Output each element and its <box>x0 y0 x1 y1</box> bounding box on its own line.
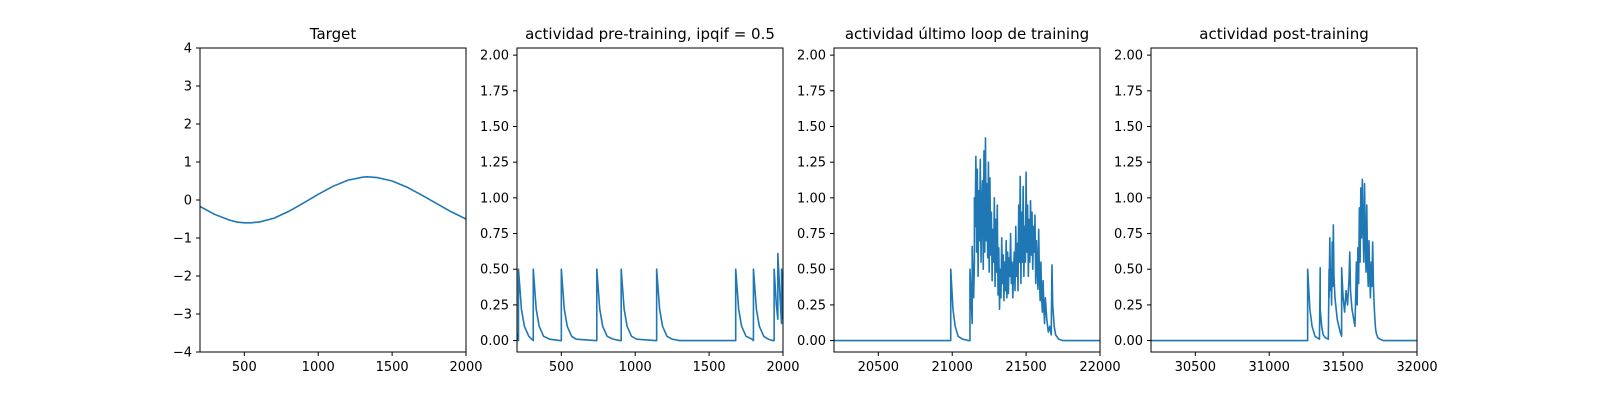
y-tick-label: 0.00 <box>797 334 826 349</box>
y-tick-label: 0.00 <box>480 334 509 349</box>
y-tick-label: 1.25 <box>797 156 826 171</box>
y-tick-label: −3 <box>173 308 192 323</box>
x-tick-label: 20500 <box>858 360 899 375</box>
y-tick-label: 1.00 <box>797 191 826 206</box>
y-tick-label: 0.25 <box>797 298 826 313</box>
y-tick-label: 0.50 <box>797 263 826 278</box>
y-tick-label: 1.50 <box>797 120 826 135</box>
chart-panel-4: 30500 31000 31500 32000 0.00 0.25 0.50 0.75 1.00… <box>1114 25 1438 375</box>
plot-frame <box>1150 47 1418 353</box>
chart-panel-1: 500 1000 1500 2000 −4 −3 −2 −1 0 1 2 3 4 Target <box>173 25 483 375</box>
chart-title: actividad último loop de training <box>845 25 1089 43</box>
y-tick-label: 0.00 <box>1114 334 1143 349</box>
x-tick-label: 1000 <box>302 360 335 375</box>
x-tick-label: 1500 <box>376 360 409 375</box>
y-tick-label: 0.25 <box>1114 298 1143 313</box>
y-tick-label: 0.75 <box>480 227 509 242</box>
x-tick-label: 32000 <box>1396 360 1437 375</box>
y-tick-label: 1.25 <box>1114 156 1143 171</box>
y-tick-label: 2.00 <box>1114 49 1143 64</box>
y-tick-label: 1 <box>184 156 192 171</box>
x-tick-label: 21500 <box>1005 360 1046 375</box>
x-tick-label: 30500 <box>1175 360 1216 375</box>
y-tick-label: 1.75 <box>1114 84 1143 99</box>
y-tick-label: 1.75 <box>797 84 826 99</box>
x-tick-label: 2000 <box>766 360 799 375</box>
chart-title: actividad post-training <box>1199 25 1368 43</box>
x-tick-label: 500 <box>232 360 257 375</box>
y-tick-label: 0.25 <box>480 298 509 313</box>
y-tick-label: 4 <box>184 42 192 57</box>
series-line-1 <box>1151 178 1417 342</box>
y-tick-label: −1 <box>173 232 192 247</box>
y-tick-label: 2.00 <box>480 49 509 64</box>
series-line-1 <box>200 176 466 224</box>
y-tick-label: 1.25 <box>480 156 509 171</box>
y-tick-label: 1.75 <box>480 84 509 99</box>
y-tick-label: 0 <box>184 194 192 209</box>
y-tick-label: 0.75 <box>797 227 826 242</box>
series-line-1 <box>834 137 1100 342</box>
chart-title: actividad pre-training, ipqif = 0.5 <box>525 25 775 43</box>
x-tick-label: 2000 <box>449 360 482 375</box>
x-tick-label: 31500 <box>1322 360 1363 375</box>
chart-panel-2: 500 1000 1500 2000 0.00 0.25 0.50 0.75 1.00 1.25 1… <box>480 25 800 375</box>
plot-frame <box>516 47 784 353</box>
y-tick-label: 1.50 <box>480 120 509 135</box>
y-tick-label: 0.75 <box>1114 227 1143 242</box>
y-tick-label: 1.00 <box>480 191 509 206</box>
y-tick-label: −4 <box>173 346 192 361</box>
x-tick-label: 500 <box>549 360 574 375</box>
y-tick-label: 3 <box>184 80 192 95</box>
plot-frame <box>199 47 467 353</box>
x-tick-label: 1500 <box>693 360 726 375</box>
y-tick-label: 2.00 <box>797 49 826 64</box>
chart-title: Target <box>309 25 357 43</box>
x-tick-label: 22000 <box>1079 360 1120 375</box>
y-tick-label: 1.00 <box>1114 191 1143 206</box>
x-tick-label: 21000 <box>932 360 973 375</box>
x-tick-label: 31000 <box>1249 360 1290 375</box>
chart-panel-3: 20500 21000 21500 22000 0.00 0.25 0.50 0.75 1.00… <box>797 25 1121 375</box>
y-tick-label: −2 <box>173 270 192 285</box>
plot-frame <box>833 47 1101 353</box>
y-tick-label: 1.50 <box>1114 120 1143 135</box>
y-tick-label: 0.50 <box>480 263 509 278</box>
x-tick-label: 1000 <box>619 360 652 375</box>
y-tick-label: 0.50 <box>1114 263 1143 278</box>
y-tick-label: 2 <box>184 118 192 133</box>
series-line-1 <box>517 252 783 342</box>
